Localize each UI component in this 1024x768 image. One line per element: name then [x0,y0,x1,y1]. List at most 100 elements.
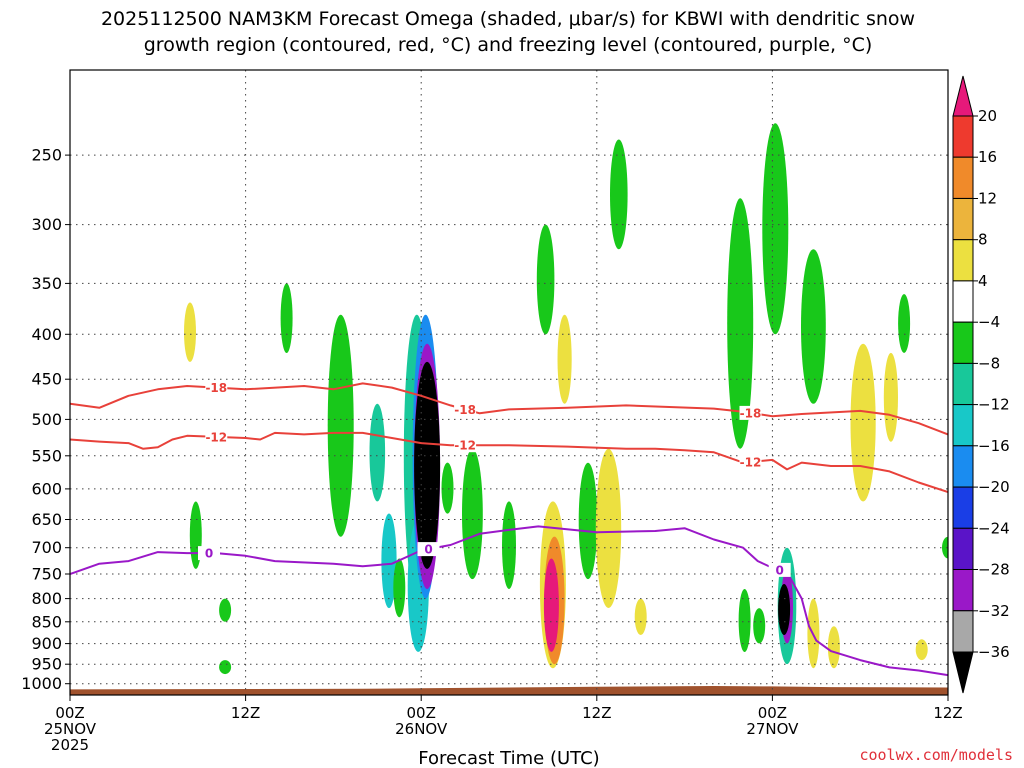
colorbar-label-2: 12 [978,190,997,208]
plot-gridlines [70,70,948,695]
contour-label-bg-0-0 [205,380,228,395]
colorbar-swatch-8 [952,404,974,447]
terrain [70,686,948,695]
contour-label-bg-2-1 [417,542,440,557]
omega-cell-3 [219,598,232,622]
y-tick-label-500: 500 [31,410,62,429]
omega-cell-8 [393,558,406,618]
y-tick-label-850: 850 [31,612,62,631]
contour-lines: -18 -18 -18 -12 -12 -12 0 0 0 [70,380,948,677]
colorbar-label-11: −28 [978,561,1010,579]
colorbar-label-1: 16 [978,148,997,166]
chart-title-line1: 2025112500 NAM3KM Forecast Omega (shaded… [101,8,915,30]
omega-cell-20 [578,462,598,580]
x-tick-label-0-1: 25NOV [44,720,97,738]
contour-label-0-1: -18 [454,403,476,417]
y-tick-label-400: 400 [31,325,62,344]
colorbar-label-9: −20 [978,478,1010,496]
y-tick-label-550: 550 [31,446,62,465]
colorbar-swatch-3 [952,198,974,241]
x-tick-label-12-0: 12Z [231,704,260,722]
x-tick-label-48-0: 00Z [758,704,787,722]
omega-cell-25 [557,314,572,404]
colorbar-swatch-1 [952,115,974,158]
omega-cell-7 [381,513,397,609]
omega-cell-28 [738,589,751,652]
colorbar-swatch-9 [952,445,974,488]
contour-label-1-0: -12 [205,430,227,444]
chart-title-line2: growth region (contoured, red, °C) and f… [144,34,873,56]
colorbar-swatch-12 [952,569,974,612]
colorbar: 20 16 12 8 4 −4 −8 −12 −16 −20 −24 −28 −32 −36 [952,75,1010,694]
contour-label-bg-2-2 [768,562,791,577]
omega-cell-39 [915,639,928,661]
omega-cell-6 [369,403,386,502]
omega-cell-15 [462,448,483,580]
colorbar-label-3: 8 [978,231,988,249]
y-tick-label-750: 750 [31,565,62,584]
contour-line-2 [70,525,948,677]
omega-cell-37 [883,352,899,442]
y-tick-label-700: 700 [31,538,62,557]
omega-cell-31 [778,584,791,635]
contour-label-1-1: -12 [454,439,476,453]
contour-label-bg-1-0 [205,429,228,444]
omega-cell-21 [595,448,622,608]
colorbar-label-10: −24 [978,519,1010,537]
colorbar-swatch-6 [952,321,974,364]
omega-cell-5 [327,314,354,537]
x-tick-label-0-0: 00Z [55,704,84,722]
colorbar-swatch-10 [952,486,974,529]
omega-cell-32 [762,123,789,335]
colorbar-swatch-5 [952,280,974,323]
omega-cell-40 [942,536,948,559]
omega-cell-36 [850,343,876,502]
x-tick-label-36-0: 12Z [582,704,611,722]
y-tick-label-950: 950 [31,655,62,674]
colorbar-swatch-7 [952,362,974,406]
contour-label-bg-1-1 [454,438,477,453]
contour-line-1 [70,431,948,494]
contour-label-bg-1-2 [739,454,762,469]
colorbar-swatch-4 [952,239,974,282]
colorbar-label-13: −36 [978,643,1010,661]
x-tick-label-60-0: 12Z [933,704,962,722]
colorbar-swatch-2 [952,156,974,199]
omega-cell-4 [219,660,232,675]
omega-cell-33 [801,249,826,404]
colorbar-label-5: −4 [978,313,1000,331]
y-tick-label-450: 450 [31,370,62,389]
contour-label-0-2: -18 [740,406,762,420]
omega-cell-24 [536,224,555,335]
colorbar-label-7: −12 [978,396,1010,414]
y-tick-label-350: 350 [31,274,62,293]
omega-cell-13 [414,361,441,569]
y-tick-label-650: 650 [31,510,62,529]
contour-label-bg-2-0 [198,546,220,561]
terrain-area [70,686,948,695]
contour-label-1-2: -12 [740,455,762,469]
colorbar-swatch-13 [952,610,974,653]
y-tick-label-300: 300 [31,215,62,234]
contour-label-2-2: 0 [776,563,784,577]
omega-cell-26 [727,198,754,449]
omega-cell-22 [610,139,628,250]
colorbar-swatch-0 [952,75,974,117]
colorbar-label-0: 20 [978,107,997,125]
colorbar-label-4: 4 [978,272,988,290]
colorbar-label-12: −32 [978,602,1010,620]
omega-cell-38 [898,294,911,353]
omega-cell-1 [280,283,293,354]
omega-cell-16 [502,501,516,589]
y-tick-label-800: 800 [31,589,62,608]
omega-cell-35 [827,626,840,669]
x-tick-label-24-0: 00Z [407,704,436,722]
y-tick-label-900: 900 [31,634,62,653]
y-tick-label-600: 600 [31,479,62,498]
contour-label-2-1: 0 [424,543,432,557]
colorbar-swatch-14 [952,651,974,694]
contour-label-2-0: 0 [205,547,213,561]
omega-cell-23 [634,598,647,635]
